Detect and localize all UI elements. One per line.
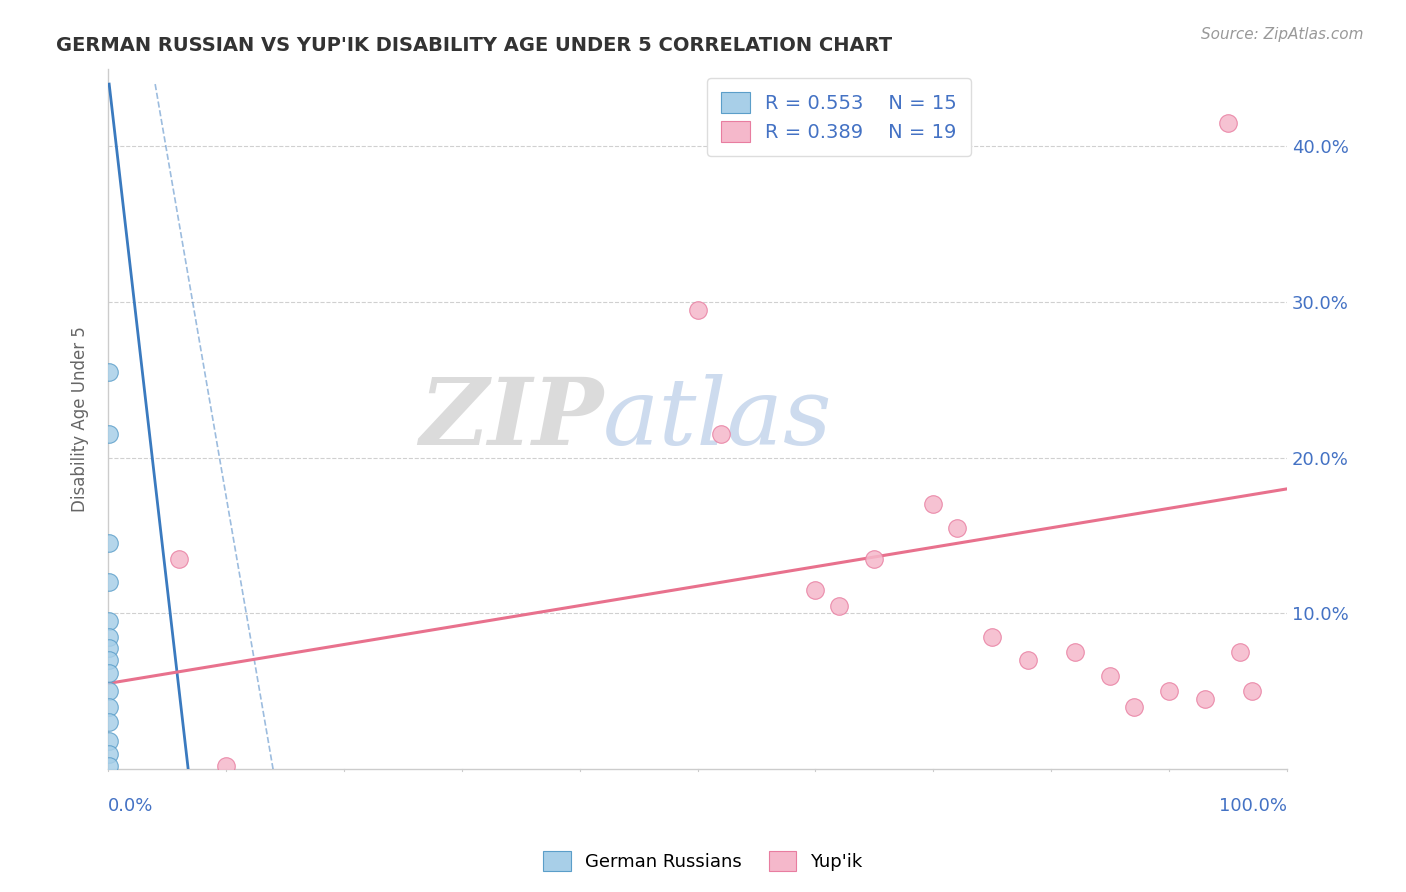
Point [98,653,121,667]
Point [922,498,945,512]
Point [215,759,238,773]
Point [98,684,121,698]
Text: 100.0%: 100.0% [1219,797,1286,815]
Point [167,552,190,566]
Y-axis label: Disability Age Under 5: Disability Age Under 5 [72,326,89,512]
Point [98,630,121,644]
Point [1122,699,1144,714]
Text: GERMAN RUSSIAN VS YUP'IK DISABILITY AGE UNDER 5 CORRELATION CHART: GERMAN RUSSIAN VS YUP'IK DISABILITY AGE … [56,36,893,54]
Point [98,536,121,550]
Point [98,715,121,730]
Point [98,365,121,379]
Point [98,734,121,748]
Point [98,575,121,590]
Point [98,427,121,442]
Point [98,759,121,773]
Point [981,630,1004,644]
Point [1017,653,1039,667]
Point [98,665,121,680]
Point [828,599,851,613]
Text: 0.0%: 0.0% [108,797,153,815]
Point [1240,684,1263,698]
Point [1216,116,1239,130]
Point [98,640,121,655]
Text: Source: ZipAtlas.com: Source: ZipAtlas.com [1201,27,1364,42]
Point [1159,684,1181,698]
Point [946,521,969,535]
Legend: German Russians, Yup'ik: German Russians, Yup'ik [536,844,870,879]
Text: atlas: atlas [603,374,832,464]
Point [98,747,121,761]
Point [863,552,886,566]
Point [98,614,121,628]
Point [1194,692,1216,706]
Point [98,699,121,714]
Point [710,427,733,442]
Point [1229,645,1251,659]
Text: ZIP: ZIP [419,374,603,464]
Point [1099,668,1122,682]
Point [804,582,827,597]
Point [686,302,709,317]
Legend: R = 0.553    N = 15, R = 0.389    N = 19: R = 0.553 N = 15, R = 0.389 N = 19 [707,78,970,155]
Point [1063,645,1085,659]
